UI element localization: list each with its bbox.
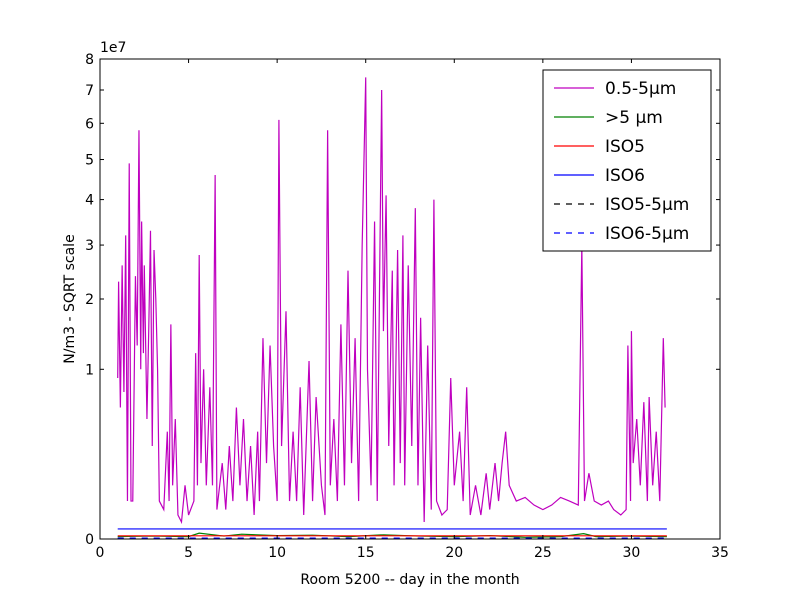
y-tick-label: 6 bbox=[85, 116, 94, 132]
y-offset-label: 1e7 bbox=[100, 40, 126, 56]
y-tick-label: 0 bbox=[85, 532, 94, 548]
legend-label: ISO5 bbox=[605, 137, 645, 157]
y-tick-label: 8 bbox=[85, 52, 94, 68]
y-tick-label: 1 bbox=[85, 362, 94, 378]
x-tick-label: 20 bbox=[445, 545, 463, 561]
y-tick-label: 5 bbox=[85, 153, 94, 169]
y-tick-label: 2 bbox=[85, 292, 94, 308]
x-tick-label: 25 bbox=[534, 545, 552, 561]
series-line bbox=[117, 532, 667, 538]
x-tick-label: 35 bbox=[711, 545, 729, 561]
y-axis-label: N/m3 - SQRT scale bbox=[62, 234, 78, 363]
series-line bbox=[117, 77, 666, 525]
x-tick-label: 0 bbox=[96, 545, 105, 561]
y-tick-label: 4 bbox=[85, 193, 94, 209]
x-tick-label: 15 bbox=[357, 545, 375, 561]
legend-label: 0.5-5µm bbox=[605, 79, 676, 99]
x-tick-label: 10 bbox=[268, 545, 286, 561]
legend-label: ISO6 bbox=[605, 166, 645, 186]
x-tick-label: 5 bbox=[184, 545, 193, 561]
legend-label: ISO5-5µm bbox=[605, 195, 689, 215]
legend-label: >5 µm bbox=[605, 108, 663, 128]
y-tick-label: 7 bbox=[85, 83, 94, 99]
y-tick-label: 3 bbox=[85, 238, 94, 254]
legend-box bbox=[542, 69, 712, 252]
x-axis-label: Room 5200 -- day in the month bbox=[300, 572, 519, 588]
legend-label: ISO6-5µm bbox=[605, 224, 689, 244]
x-tick-label: 30 bbox=[623, 545, 641, 561]
